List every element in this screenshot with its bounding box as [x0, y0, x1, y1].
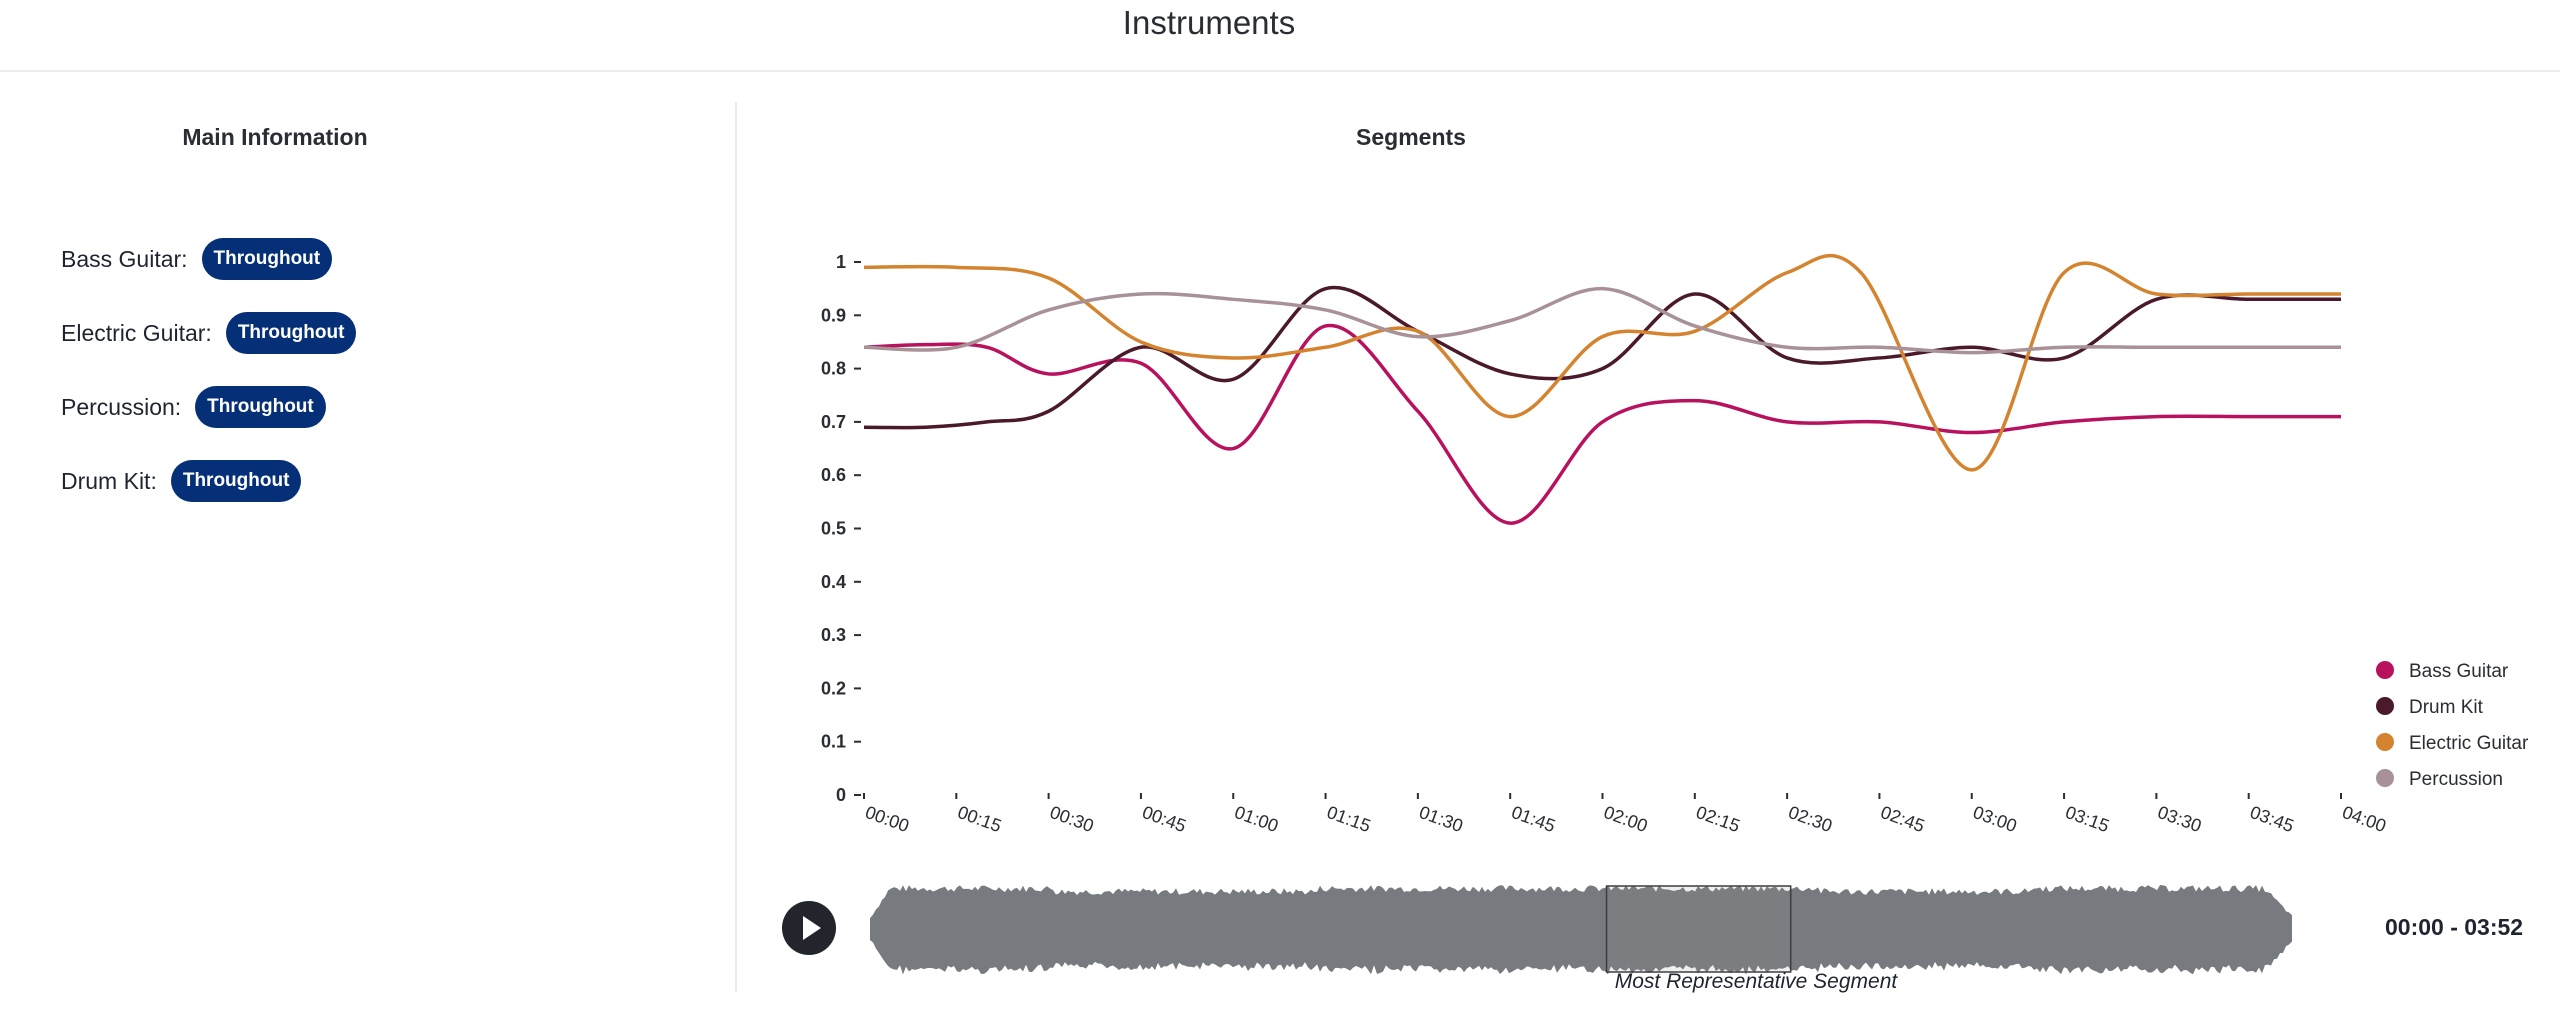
play-button[interactable]: [782, 901, 836, 955]
x-tick-label: 00:15: [955, 802, 1004, 836]
legend-label: Bass Guitar: [2409, 661, 2509, 682]
y-tick-label: 1: [836, 252, 846, 272]
segments-line-chart: 0 0.1 0.2 0.3 0.4 0.5 0.6 0.7 0.8 0.9 1 00:00 00:15…: [821, 252, 2529, 975]
instrument-label: Drum Kit:: [61, 467, 157, 494]
legend-label: Drum Kit: [2409, 697, 2484, 718]
x-tick-label: 03:45: [2247, 802, 2296, 836]
y-tick-label: 0: [836, 785, 846, 805]
x-tick-label: 03:30: [2155, 802, 2204, 836]
chart-legend: Bass Guitar Drum Kit Electric Guitar Percus…: [2376, 661, 2529, 790]
y-tick-label: 0.4: [821, 572, 846, 592]
instrument-label: Electric Guitar:: [61, 319, 212, 346]
waveform-shape: [870, 885, 2292, 975]
throughout-badge: Throughout: [195, 386, 326, 428]
representative-segment-box: [1605, 885, 1792, 973]
y-tick-label: 0.2: [821, 678, 846, 698]
y-tick-label: 0.5: [821, 519, 846, 539]
throughout-badge: Throughout: [225, 312, 357, 354]
legend-label: Electric Guitar: [2409, 733, 2529, 754]
x-tick-label: 02:15: [1693, 802, 1742, 836]
series-lines: [863, 253, 2341, 525]
most-representative-segment-label: Most Representative Segment: [1614, 970, 1898, 993]
legend-marker: [2376, 697, 2394, 715]
page-header: Instruments: [0, 0, 2560, 72]
y-tick-label: 0.1: [821, 732, 846, 752]
x-tick-label: 00:30: [1047, 802, 1096, 836]
y-axis: 0 0.1 0.2 0.3 0.4 0.5 0.6 0.7 0.8 0.9 1: [821, 252, 861, 805]
main-information-panel: Main Information Bass Guitar: Throughout…: [0, 102, 737, 992]
legend-marker: [2376, 661, 2394, 679]
x-tick-label: 01:30: [1417, 802, 1466, 836]
legend-marker: [2376, 769, 2394, 787]
y-tick-label: 0.3: [821, 625, 846, 645]
instrument-row-percussion: Percussion: Throughout: [61, 386, 356, 428]
instrument-row-electric-guitar: Electric Guitar: Throughout: [61, 312, 357, 354]
y-tick-label: 0.7: [821, 412, 846, 432]
main-information-title: Main Information: [182, 124, 368, 150]
segments-panel: Segments 0 0.1 0.2 0.3 0.4 0.5 0.6 0.7 0.8 0.9 1 0…: [739, 102, 2560, 993]
y-tick-label: 0.9: [821, 305, 846, 325]
y-tick-label: 0.6: [821, 465, 846, 485]
instrument-row-drum-kit: Drum Kit: Throughout: [61, 460, 356, 502]
throughout-badge: Throughout: [170, 460, 302, 502]
throughout-badge: Throughout: [201, 238, 333, 280]
series-line-drum-kit: [863, 285, 2341, 430]
play-icon: [803, 916, 821, 940]
legend-marker: [2376, 733, 2394, 751]
x-axis: 00:00 00:15 00:30 00:45 01:00 01:15 01:30 01:45…: [863, 793, 2389, 836]
x-tick-label: 01:15: [1324, 802, 1373, 836]
series-line-electric-guitar: [863, 253, 2341, 472]
instrument-label: Percussion:: [61, 393, 182, 420]
x-tick-label: 03:15: [2063, 802, 2112, 836]
x-tick-label: 02:30: [1786, 802, 1835, 836]
page-title: Instruments: [1122, 4, 1296, 41]
x-tick-label: 00:00: [863, 802, 912, 836]
x-tick-label: 02:45: [1878, 802, 1927, 836]
time-range: 00:00 - 03:52: [2385, 914, 2524, 940]
series-line-percussion: [863, 286, 2341, 355]
x-tick-label: 04:00: [2340, 802, 2389, 836]
instrument-row-bass-guitar: Bass Guitar: Throughout: [61, 238, 356, 280]
instrument-label: Bass Guitar:: [61, 245, 188, 272]
segments-title: Segments: [1356, 124, 1466, 150]
audio-waveform[interactable]: [870, 885, 2292, 975]
instrument-list: Bass Guitar: Throughout Electric Guitar:…: [61, 238, 357, 534]
x-tick-label: 03:00: [1970, 802, 2019, 836]
x-tick-label: 00:45: [1140, 802, 1189, 836]
x-tick-label: 01:00: [1232, 802, 1281, 836]
y-tick-label: 0.8: [821, 359, 846, 379]
x-tick-label: 01:45: [1509, 802, 1558, 836]
x-tick-label: 02:00: [1601, 802, 1650, 836]
legend-label: Percussion: [2409, 769, 2503, 790]
series-line-bass-guitar: [863, 323, 2341, 525]
